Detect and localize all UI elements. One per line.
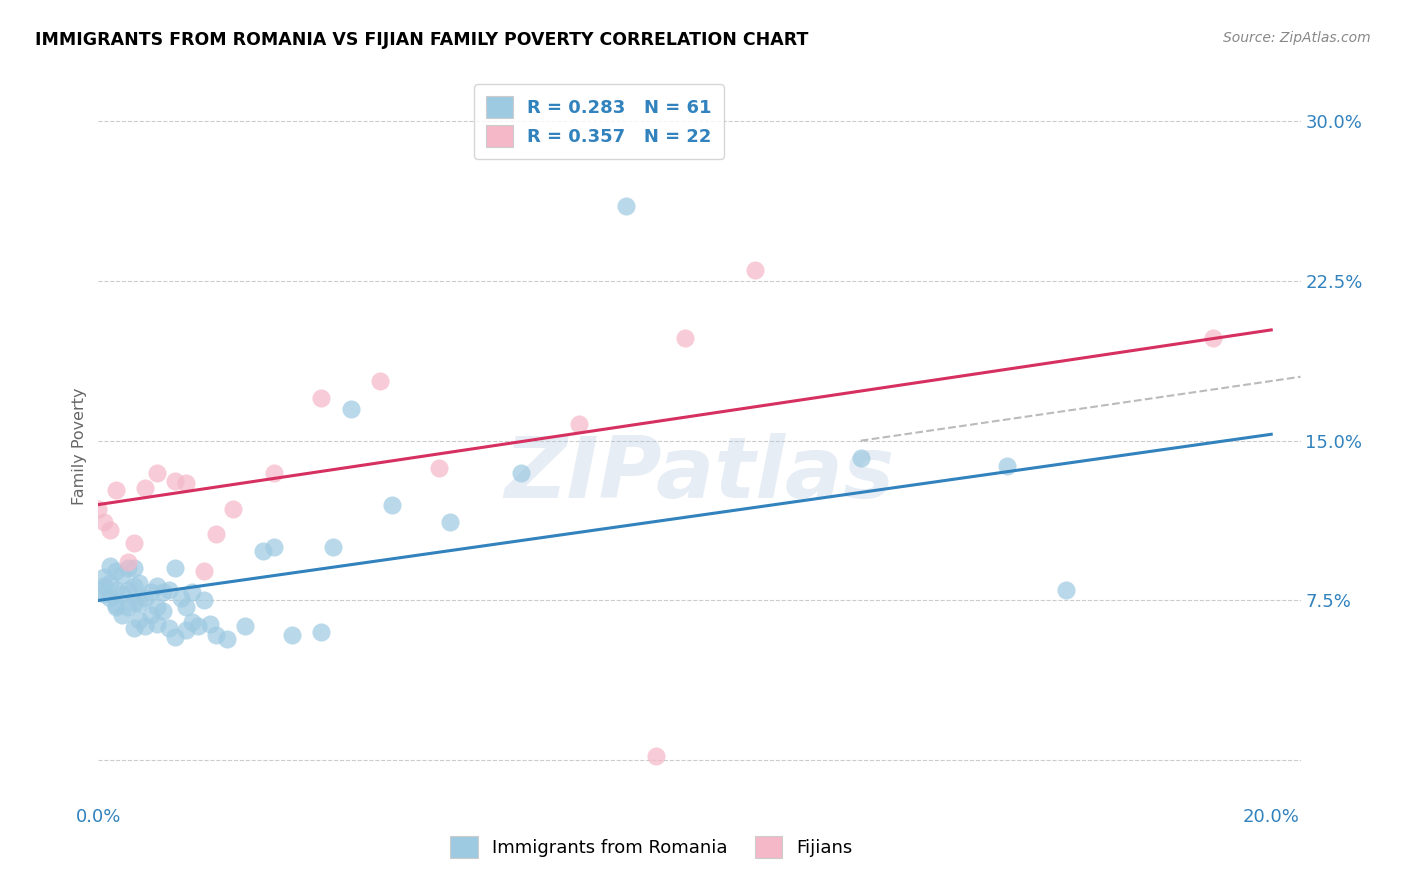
Point [368, 374, 391, 388]
Point [163, 561, 186, 575]
Legend: Immigrants from Romania, Fijians: Immigrants from Romania, Fijians [440, 825, 863, 869]
Point [98, 523, 121, 537]
Point [146, 578, 169, 592]
Point [87, 501, 110, 516]
Point [93, 578, 115, 592]
Point [117, 555, 139, 569]
Point [1201, 331, 1223, 345]
Point [128, 613, 150, 627]
Point [322, 540, 344, 554]
Y-axis label: Family Poverty: Family Poverty [72, 387, 87, 505]
Point [98, 591, 121, 606]
Point [146, 466, 169, 480]
Point [169, 591, 191, 606]
Point [309, 625, 332, 640]
Point [263, 466, 285, 480]
Point [252, 544, 274, 558]
Point [193, 564, 215, 578]
Point [163, 474, 186, 488]
Point [233, 619, 256, 633]
Point [117, 582, 139, 597]
Point [157, 582, 180, 597]
Point [98, 559, 121, 574]
Point [134, 481, 156, 495]
Point [176, 624, 198, 638]
Point [128, 576, 150, 591]
Point [157, 621, 180, 635]
Text: IMMIGRANTS FROM ROMANIA VS FIJIAN FAMILY POVERTY CORRELATION CHART: IMMIGRANTS FROM ROMANIA VS FIJIAN FAMILY… [35, 31, 808, 49]
Point [204, 627, 226, 641]
Point [673, 331, 696, 345]
Point [187, 619, 209, 633]
Point [263, 540, 285, 554]
Point [181, 585, 204, 599]
Point [995, 459, 1018, 474]
Point [93, 515, 115, 529]
Point [146, 599, 169, 614]
Point [163, 630, 186, 644]
Point [117, 561, 139, 575]
Point [181, 615, 204, 629]
Point [222, 501, 245, 516]
Point [141, 608, 163, 623]
Point [111, 567, 134, 582]
Point [427, 461, 450, 475]
Point [198, 616, 221, 631]
Point [381, 498, 404, 512]
Point [1054, 582, 1077, 597]
Point [93, 570, 115, 584]
Point [105, 483, 128, 497]
Point [122, 561, 145, 575]
Point [87, 582, 110, 597]
Point [98, 576, 121, 591]
Text: Source: ZipAtlas.com: Source: ZipAtlas.com [1223, 31, 1371, 45]
Text: ZIPatlas: ZIPatlas [505, 433, 894, 516]
Point [105, 599, 128, 614]
Point [152, 604, 174, 618]
Point [176, 476, 198, 491]
Point [281, 627, 304, 641]
Point [141, 585, 163, 599]
Point [134, 619, 156, 633]
Point [105, 598, 128, 612]
Point [111, 587, 134, 601]
Point [93, 587, 115, 601]
Point [849, 450, 872, 465]
Point [105, 582, 128, 597]
Point [193, 593, 215, 607]
Point [146, 616, 169, 631]
Point [105, 564, 128, 578]
Point [117, 599, 139, 614]
Point [128, 596, 150, 610]
Point [568, 417, 591, 431]
Point [509, 466, 531, 480]
Point [217, 632, 239, 646]
Point [122, 578, 145, 592]
Point [122, 536, 145, 550]
Point [134, 591, 156, 606]
Point [111, 608, 134, 623]
Point [204, 527, 226, 541]
Point [309, 391, 332, 405]
Point [614, 199, 637, 213]
Point [122, 596, 145, 610]
Point [439, 515, 461, 529]
Point [122, 621, 145, 635]
Point [152, 585, 174, 599]
Point [644, 748, 666, 763]
Point [176, 599, 198, 614]
Point [339, 401, 361, 416]
Point [744, 263, 766, 277]
